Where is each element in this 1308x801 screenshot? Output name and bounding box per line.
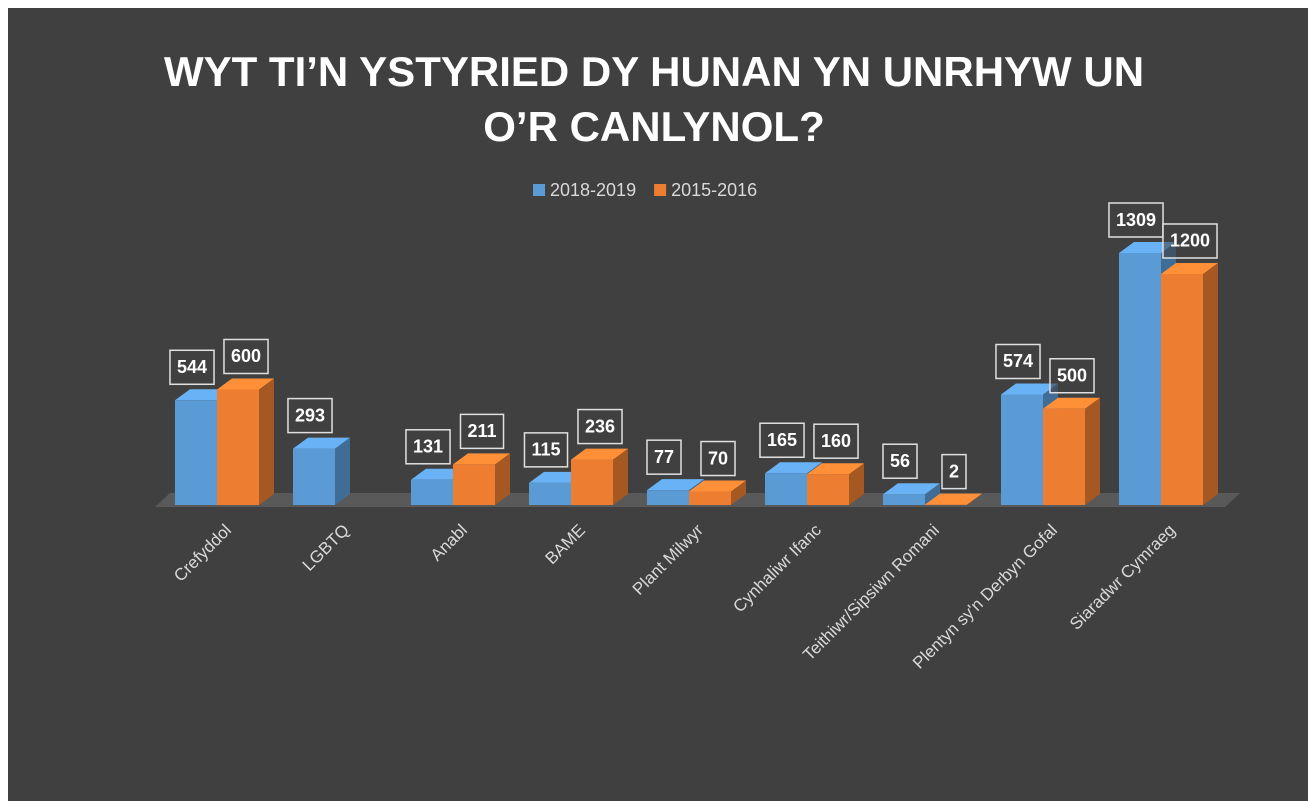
chart-title: O’R CANLYNOL? bbox=[483, 103, 824, 150]
bar-side bbox=[1203, 262, 1218, 505]
bar-side bbox=[731, 480, 746, 505]
legend-swatch bbox=[533, 184, 545, 196]
bar-top bbox=[883, 483, 940, 495]
bar-top bbox=[453, 453, 510, 465]
bar-top bbox=[765, 462, 822, 474]
bar-top bbox=[1161, 262, 1218, 274]
data-label-box bbox=[169, 349, 215, 386]
bar bbox=[689, 480, 746, 505]
bar-front bbox=[571, 459, 613, 505]
bar bbox=[453, 453, 510, 505]
bar-top bbox=[1043, 397, 1100, 409]
bar-front bbox=[175, 400, 217, 505]
data-label: 131 bbox=[413, 437, 443, 457]
bar-side bbox=[1085, 397, 1100, 505]
data-label: 236 bbox=[585, 416, 615, 436]
bar-front bbox=[293, 448, 335, 505]
data-label: 600 bbox=[231, 346, 261, 366]
bar bbox=[217, 378, 274, 505]
bar-front bbox=[529, 482, 571, 505]
data-label: 70 bbox=[708, 448, 728, 468]
legend-label: 2015-2016 bbox=[671, 180, 757, 200]
bar-side bbox=[925, 483, 940, 505]
data-label-box bbox=[223, 338, 269, 375]
data-label-box bbox=[759, 422, 805, 458]
chart-title: WYT TI’N YSTYRIED DY HUNAN YN UNRHYW UN bbox=[164, 48, 1144, 95]
bar-top bbox=[925, 493, 982, 505]
bar bbox=[925, 493, 982, 505]
bar bbox=[571, 448, 628, 505]
bar-front bbox=[1001, 394, 1043, 505]
legend-label: 2018-2019 bbox=[550, 180, 636, 200]
data-label-box bbox=[287, 397, 333, 434]
data-label: 500 bbox=[1057, 365, 1087, 385]
bar-front bbox=[689, 491, 731, 505]
bar-top bbox=[807, 463, 864, 475]
bar-front bbox=[807, 474, 849, 505]
bar-front bbox=[453, 464, 495, 505]
data-label-box bbox=[1162, 223, 1218, 259]
legend-swatch bbox=[654, 184, 667, 196]
bar-top bbox=[1001, 383, 1058, 395]
bar-front bbox=[217, 389, 259, 505]
bar-side bbox=[613, 448, 628, 505]
bar-side bbox=[495, 453, 510, 505]
data-label-box bbox=[995, 343, 1041, 380]
data-label: 2 bbox=[949, 461, 959, 481]
data-label: 574 bbox=[1003, 351, 1033, 371]
bar-front bbox=[1119, 253, 1161, 505]
bar-front bbox=[765, 473, 807, 505]
bar-front bbox=[1043, 408, 1085, 505]
bar-side bbox=[335, 437, 350, 505]
bar-front bbox=[411, 479, 453, 505]
bar bbox=[1043, 397, 1100, 505]
bar-top bbox=[571, 448, 628, 460]
bar-side bbox=[967, 493, 982, 505]
data-label-box bbox=[1108, 202, 1164, 238]
bar-top bbox=[647, 479, 704, 491]
bar bbox=[883, 483, 940, 505]
bar-top bbox=[1119, 242, 1176, 253]
data-label-box bbox=[700, 440, 736, 477]
data-label-box bbox=[1049, 357, 1095, 394]
data-label: 211 bbox=[467, 421, 496, 441]
data-label-box bbox=[459, 413, 505, 450]
data-label: 1200 bbox=[1170, 231, 1210, 251]
bar-top bbox=[293, 437, 350, 449]
data-label-box bbox=[577, 408, 623, 445]
bar bbox=[1161, 262, 1218, 505]
data-label: 115 bbox=[531, 440, 560, 460]
bar bbox=[807, 463, 864, 505]
bar-side bbox=[259, 378, 274, 505]
data-label: 544 bbox=[177, 357, 207, 377]
bar-side bbox=[849, 463, 864, 505]
data-label: 293 bbox=[295, 405, 325, 425]
bar-top bbox=[689, 480, 746, 492]
bar-front bbox=[883, 494, 925, 505]
bar-front bbox=[1161, 273, 1203, 505]
data-label-box bbox=[523, 432, 569, 468]
data-label-box bbox=[405, 429, 451, 465]
bar-front bbox=[647, 490, 689, 505]
data-label-box bbox=[882, 443, 918, 479]
data-label: 160 bbox=[821, 431, 851, 451]
data-label-box bbox=[646, 439, 682, 475]
data-label: 165 bbox=[767, 430, 797, 450]
data-label: 1309 bbox=[1116, 210, 1156, 230]
data-label-box bbox=[813, 423, 859, 459]
data-label: 56 bbox=[890, 451, 910, 471]
data-label: 77 bbox=[654, 447, 674, 467]
bar bbox=[293, 437, 350, 505]
bar-top bbox=[217, 378, 274, 390]
data-label-box bbox=[941, 453, 967, 490]
